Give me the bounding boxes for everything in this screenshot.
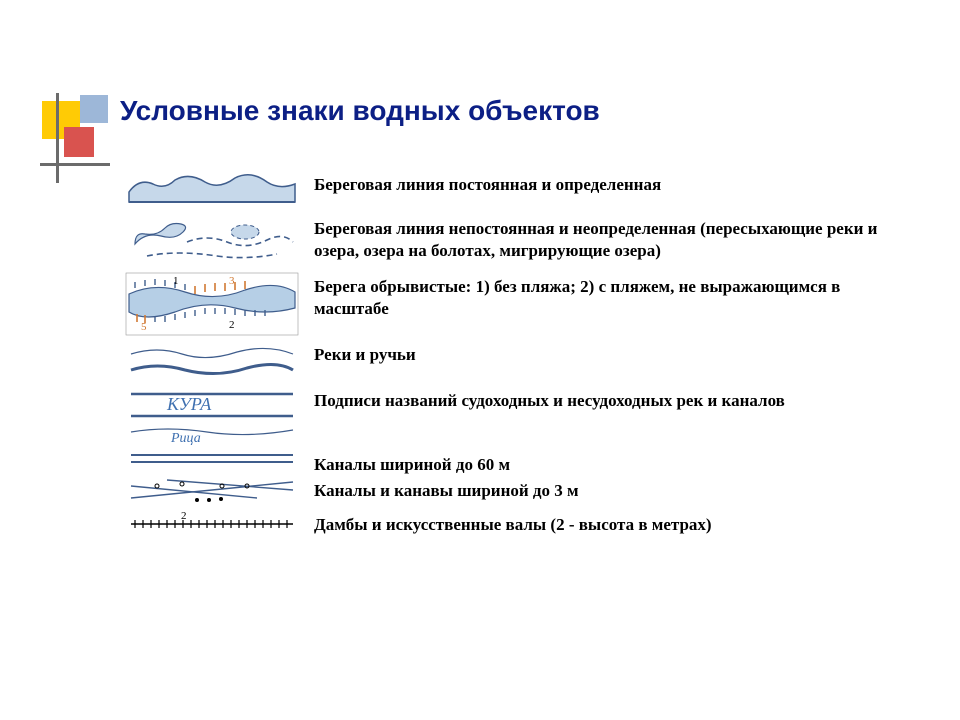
symbol-dams: 2 xyxy=(122,510,302,534)
title-bullet-decor xyxy=(42,95,108,185)
legend-row: 1 3 5 2 Берега обрывистые: 1) без пляжа;… xyxy=(122,272,902,336)
decor-cross-vertical xyxy=(56,93,59,183)
legend-table: Береговая линия постоянная и определенна… xyxy=(122,170,902,540)
symbol-river-names: КУРА Рица xyxy=(122,386,302,446)
legend-desc: Дамбы и искусственные валы (2 - высота в… xyxy=(302,510,902,536)
symbol-canals-60 xyxy=(122,450,302,468)
decor-square-blue xyxy=(80,95,108,123)
legend-desc: Подписи названий судоходных и несудоходн… xyxy=(302,386,902,412)
label-n5: 5 xyxy=(141,321,147,333)
legend-desc: Берега обрывистые: 1) без пляжа; 2) с пл… xyxy=(302,272,902,320)
legend-row: Каналы и канавы шириной до 3 м xyxy=(122,476,902,506)
symbol-rivers xyxy=(122,340,302,382)
decor-square-red xyxy=(64,127,94,157)
symbol-coastline-solid xyxy=(122,170,302,210)
legend-row: 2 Дамбы и искусственные валы (2 - высота… xyxy=(122,510,902,536)
legend-row: Береговая линия постоянная и определенна… xyxy=(122,170,902,210)
page-title: Условные знаки водных объектов xyxy=(120,95,600,127)
legend-row: Каналы шириной до 60 м xyxy=(122,450,902,476)
label-n3: 3 xyxy=(229,275,235,287)
symbol-coastline-dashed xyxy=(122,214,302,268)
label-dam-height: 2 xyxy=(181,510,187,522)
legend-desc: Береговая линия постоянная и определенна… xyxy=(302,170,902,196)
legend-desc: Каналы и канавы шириной до 3 м xyxy=(302,476,902,502)
legend-desc: Береговая линия непостоянная и неопредел… xyxy=(302,214,902,262)
legend-desc: Каналы шириной до 60 м xyxy=(302,450,902,476)
legend-row: Береговая линия непостоянная и неопредел… xyxy=(122,214,902,268)
symbol-steep-banks: 1 3 5 2 xyxy=(122,272,302,336)
label-river-main: КУРА xyxy=(166,394,212,414)
label-river-minor: Рица xyxy=(170,431,201,446)
label-n2: 2 xyxy=(229,319,235,331)
decor-cross-horizontal xyxy=(40,163,110,166)
legend-row: КУРА Рица Подписи названий судоходных и … xyxy=(122,386,902,446)
label-n1: 1 xyxy=(173,275,179,287)
legend-row: Реки и ручьи xyxy=(122,340,902,382)
legend-desc: Реки и ручьи xyxy=(302,340,902,366)
symbol-canals-3 xyxy=(122,476,302,506)
